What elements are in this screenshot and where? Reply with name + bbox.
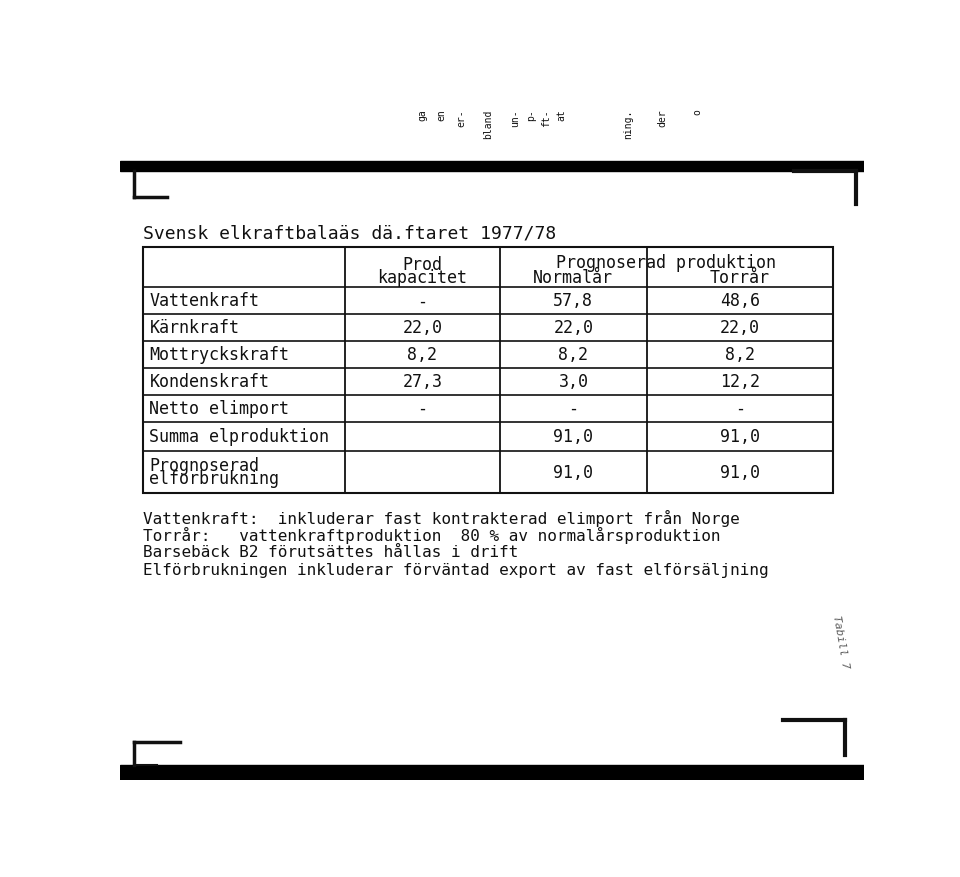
Text: Netto elimport: Netto elimport bbox=[150, 400, 290, 417]
Text: o: o bbox=[692, 109, 703, 115]
Text: 48,6: 48,6 bbox=[720, 292, 760, 310]
Text: Normalår: Normalår bbox=[534, 269, 613, 287]
Text: Vattenkraft: Vattenkraft bbox=[150, 292, 259, 310]
Text: at: at bbox=[557, 109, 566, 121]
Text: er-: er- bbox=[456, 109, 466, 126]
Text: un-: un- bbox=[511, 109, 520, 126]
Text: 22,0: 22,0 bbox=[720, 319, 760, 337]
Text: -: - bbox=[568, 400, 578, 417]
Text: 91,0: 91,0 bbox=[553, 428, 593, 446]
Text: Kondenskraft: Kondenskraft bbox=[150, 373, 270, 391]
Text: Prognoserad: Prognoserad bbox=[150, 457, 259, 474]
Text: 91,0: 91,0 bbox=[720, 464, 760, 481]
Text: -: - bbox=[735, 400, 745, 417]
Text: 91,0: 91,0 bbox=[720, 428, 760, 446]
Text: 12,2: 12,2 bbox=[720, 373, 760, 391]
Text: Mottryckskraft: Mottryckskraft bbox=[150, 346, 290, 364]
Bar bbox=[120, 765, 864, 781]
Text: Svensk elkraftbalaäs dä.ftaret 1977/78: Svensk elkraftbalaäs dä.ftaret 1977/78 bbox=[143, 225, 557, 242]
Text: 22,0: 22,0 bbox=[553, 319, 593, 337]
Text: -: - bbox=[418, 400, 427, 417]
Text: 57,8: 57,8 bbox=[553, 292, 593, 310]
Bar bbox=[143, 247, 833, 494]
Text: Kärnkraft: Kärnkraft bbox=[150, 319, 239, 337]
Text: 8,2: 8,2 bbox=[407, 346, 437, 364]
Text: kapacitet: kapacitet bbox=[377, 268, 468, 286]
Text: Prognoserad produktion: Prognoserad produktion bbox=[557, 253, 777, 272]
Text: Barsebäck B2 förutsättes hållas i drift: Barsebäck B2 förutsättes hållas i drift bbox=[143, 545, 518, 560]
Text: 91,0: 91,0 bbox=[553, 464, 593, 481]
Text: 22,0: 22,0 bbox=[402, 319, 443, 337]
Text: Summa elproduktion: Summa elproduktion bbox=[150, 428, 329, 446]
Text: 27,3: 27,3 bbox=[402, 373, 443, 391]
Text: Torrår: Torrår bbox=[710, 269, 770, 287]
Text: ft-: ft- bbox=[541, 109, 551, 126]
Text: bland: bland bbox=[483, 109, 493, 139]
Text: Prod: Prod bbox=[402, 255, 443, 274]
Text: Elförbrukningen inkluderar förväntad export av fast elförsäljning: Elförbrukningen inkluderar förväntad exp… bbox=[143, 562, 769, 577]
Text: 8,2: 8,2 bbox=[725, 346, 755, 364]
Text: -: - bbox=[418, 292, 427, 310]
Text: Tabill 7: Tabill 7 bbox=[831, 614, 851, 668]
Text: der: der bbox=[658, 109, 667, 126]
Text: ga: ga bbox=[418, 109, 427, 121]
Text: 3,0: 3,0 bbox=[559, 373, 588, 391]
Text: ning.: ning. bbox=[623, 109, 633, 139]
Bar bbox=[120, 161, 864, 172]
Text: Torrår:   vattenkraftproduktion  80 % av normalårsproduktion: Torrår: vattenkraftproduktion 80 % av no… bbox=[143, 527, 721, 544]
Text: 8,2: 8,2 bbox=[559, 346, 588, 364]
Text: elforbrukning: elforbrukning bbox=[150, 470, 279, 488]
Text: p-: p- bbox=[526, 109, 536, 121]
Text: en: en bbox=[437, 109, 446, 121]
Text: Vattenkraft:  inkluderar fast kontrakterad elimport från Norge: Vattenkraft: inkluderar fast kontraktera… bbox=[143, 509, 740, 526]
